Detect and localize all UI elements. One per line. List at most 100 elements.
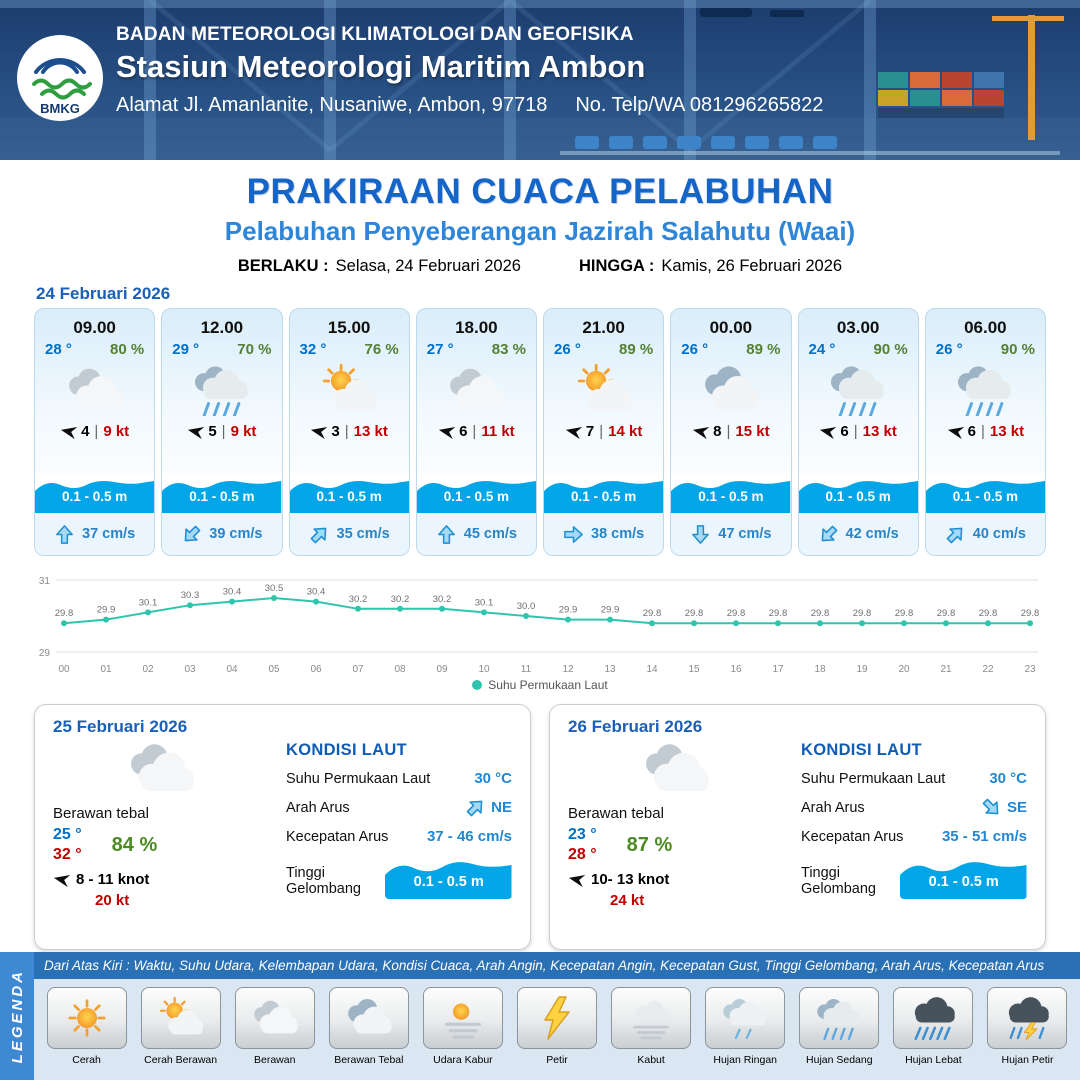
gust-speed: 13 kt bbox=[989, 423, 1025, 440]
time-label: 03.00 bbox=[836, 318, 880, 337]
temperature: 29 ° bbox=[172, 341, 200, 358]
svg-text:29.9: 29.9 bbox=[97, 605, 116, 616]
gust-speed: 9 kt bbox=[103, 423, 130, 440]
sst-value: 30 °C bbox=[474, 770, 512, 787]
time-label: 15.00 bbox=[327, 318, 371, 337]
svg-text:29.8: 29.8 bbox=[727, 608, 746, 619]
current-direction-value: SE bbox=[1006, 799, 1027, 816]
wave-height-band: 0.1 - 0.5 m bbox=[385, 855, 512, 899]
daily-date: 26 Februari 2026 bbox=[568, 717, 703, 736]
svg-text:18: 18 bbox=[814, 664, 826, 675]
chart-legend-dot bbox=[472, 680, 483, 690]
wave-height-band: 0.1 - 0.5 m bbox=[900, 855, 1027, 899]
current-speed: 47 cm/s bbox=[718, 526, 772, 542]
svg-text:29.8: 29.8 bbox=[895, 608, 914, 619]
current-direction-icon bbox=[940, 519, 970, 549]
wave-height: 0.1 - 0.5 m bbox=[952, 489, 1019, 504]
wind-speed: 6 bbox=[967, 423, 976, 440]
hourly-card-0900: 09.00 28 ° 80 % 4 | 9 kt 0.1 - 0.5 m 37 cm/… bbox=[34, 308, 156, 556]
page-title: PRAKIRAAN CUACA PELABUHAN bbox=[246, 172, 834, 211]
temperature: 24 ° bbox=[808, 341, 836, 358]
legend-item-udara-kabur: Udara Kabur bbox=[418, 987, 507, 1066]
svg-text:29.8: 29.8 bbox=[55, 608, 74, 619]
temperature: 28 ° bbox=[45, 341, 72, 358]
legend-item-kabut: Kabut bbox=[607, 987, 696, 1066]
svg-text:21: 21 bbox=[940, 664, 952, 675]
current-speed: 39 cm/s bbox=[209, 526, 263, 542]
humidity: 90 % bbox=[1000, 341, 1035, 358]
weather-icon-cerah-berawan bbox=[313, 364, 385, 416]
wind-direction-icon bbox=[436, 421, 456, 441]
temp-max: 32 ° bbox=[53, 846, 82, 863]
wave-height-band: 0.1 - 0.5 m bbox=[35, 473, 155, 513]
wind-speed: 5 bbox=[208, 423, 217, 440]
station-phone: No. Telp/WA 081296265822 bbox=[575, 94, 824, 116]
wind-direction-icon bbox=[563, 421, 583, 441]
gust-speed: 13 kt bbox=[862, 423, 897, 440]
time-label: 00.00 bbox=[709, 318, 753, 337]
wind-speed: 8 bbox=[713, 423, 722, 440]
hujan-ringan-icon bbox=[716, 995, 774, 1041]
wave-height-label: Tinggi Gelombang bbox=[286, 865, 361, 897]
svg-text:30.2: 30.2 bbox=[391, 594, 410, 605]
wind-direction-icon bbox=[58, 421, 78, 441]
wind-direction-icon bbox=[566, 869, 586, 889]
temperature: 26 ° bbox=[554, 341, 581, 358]
time-label: 09.00 bbox=[73, 318, 116, 337]
svg-text:22: 22 bbox=[982, 664, 994, 675]
wave-height-band: 0.1 - 0.5 m bbox=[544, 473, 664, 513]
temperature: 27 ° bbox=[426, 341, 454, 358]
wind-direction-icon bbox=[818, 421, 838, 441]
svg-text:30.2: 30.2 bbox=[433, 594, 452, 605]
svg-text:11: 11 bbox=[521, 664, 532, 675]
legend-section: LEGENDA Dari Atas Kiri : Waktu, Suhu Uda… bbox=[0, 952, 1080, 1080]
wind-direction-icon bbox=[51, 869, 71, 889]
temperature: 26 ° bbox=[935, 341, 963, 358]
weather-icon-berawan bbox=[626, 739, 726, 799]
station-name: Stasiun Meteorologi Maritim Ambon bbox=[116, 49, 646, 84]
petir-icon bbox=[528, 995, 586, 1041]
cerah-berawan-icon bbox=[152, 995, 210, 1041]
svg-text:16: 16 bbox=[730, 664, 742, 675]
gust-speed: 9 kt bbox=[230, 423, 257, 440]
svg-text:29.8: 29.8 bbox=[1021, 608, 1040, 619]
wave-height: 0.1 - 0.5 m bbox=[189, 489, 255, 504]
bmkg-logo-text: BMKG bbox=[40, 101, 80, 116]
title-section: PRAKIRAAN CUACA PELABUHAN Pelabuhan Peny… bbox=[0, 160, 1080, 276]
svg-text:30.1: 30.1 bbox=[139, 597, 158, 608]
kabut-icon bbox=[622, 995, 680, 1041]
time-label: 12.00 bbox=[200, 318, 244, 337]
temp-min: 23 ° bbox=[568, 826, 597, 843]
sst-label: Suhu Permukaan Laut bbox=[286, 770, 431, 787]
daily-card-26-feb: 26 Februari 2026 Berawan tebal 23 ° 28 °… bbox=[549, 704, 1046, 950]
hujan-sedang-icon bbox=[810, 995, 868, 1041]
weather-icon-hujan-sedang bbox=[186, 364, 258, 416]
wind-direction-icon bbox=[945, 421, 965, 441]
wave-height: 0.1 - 0.5 m bbox=[443, 489, 510, 504]
legend-title-bar: LEGENDA bbox=[0, 952, 34, 1080]
bmkg-logo: BMKG bbox=[17, 35, 103, 121]
sst-value: 30 °C bbox=[989, 770, 1027, 787]
wind-speed: 6 bbox=[459, 423, 468, 440]
svg-text:30.4: 30.4 bbox=[307, 587, 326, 598]
svg-text:06: 06 bbox=[310, 664, 322, 675]
wave-height-band: 0.1 - 0.5 m bbox=[416, 473, 536, 513]
svg-text:29.8: 29.8 bbox=[853, 608, 872, 619]
current-direction-icon bbox=[461, 793, 491, 823]
wind-speed: 7 bbox=[585, 423, 595, 440]
sst-label: Suhu Permukaan Laut bbox=[801, 770, 946, 787]
hourly-card-2100: 21.00 26 ° 89 % 7 | 14 kt 0.1 - 0.5 m 38 cm… bbox=[543, 308, 665, 556]
svg-text:03: 03 bbox=[184, 664, 196, 675]
svg-text:29.9: 29.9 bbox=[601, 605, 620, 616]
valid-from-value: Selasa, 24 Februari 2026 bbox=[335, 257, 521, 275]
header-banner: BMKG BADAN METEOROLOGI KLIMATOLOGI DAN G… bbox=[0, 0, 1080, 160]
wave-height: 0.1 - 0.5 m bbox=[698, 489, 764, 504]
current-speed: 38 cm/s bbox=[591, 526, 645, 542]
wave-height-band: 0.1 - 0.5 m bbox=[798, 473, 918, 513]
svg-text:07: 07 bbox=[352, 664, 364, 675]
legend-item-petir: Petir bbox=[512, 987, 601, 1066]
svg-text:02: 02 bbox=[142, 664, 154, 675]
current-direction-value: NE bbox=[491, 799, 512, 816]
valid-from-label: BERLAKU : bbox=[237, 257, 329, 275]
svg-text:09: 09 bbox=[436, 664, 448, 675]
